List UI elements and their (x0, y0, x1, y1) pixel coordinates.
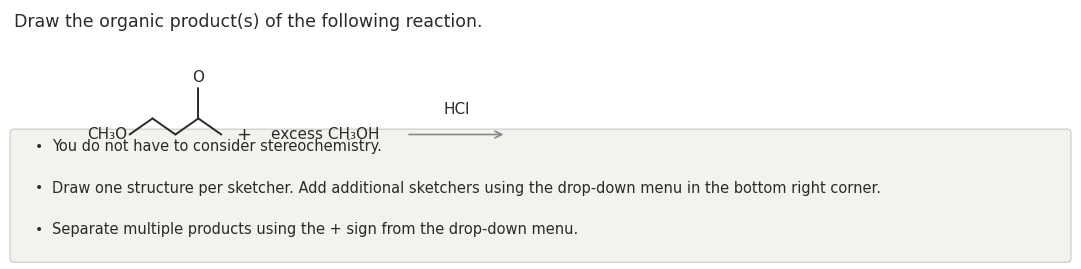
Text: •: • (36, 223, 43, 237)
Text: •: • (36, 140, 43, 154)
Text: O: O (192, 70, 204, 86)
Text: +: + (236, 126, 251, 143)
Text: Separate multiple products using the + sign from the drop-down menu.: Separate multiple products using the + s… (52, 222, 578, 238)
FancyBboxPatch shape (10, 129, 1071, 262)
Text: HCl: HCl (443, 101, 469, 116)
Text: You do not have to consider stereochemistry.: You do not have to consider stereochemis… (52, 139, 382, 154)
Text: excess CH₃OH: excess CH₃OH (271, 127, 379, 142)
Text: Draw the organic product(s) of the following reaction.: Draw the organic product(s) of the follo… (14, 13, 482, 31)
Text: CH₃O: CH₃O (88, 127, 128, 142)
Text: •: • (36, 181, 43, 195)
Text: Draw one structure per sketcher. Add additional sketchers using the drop-down me: Draw one structure per sketcher. Add add… (52, 181, 881, 196)
